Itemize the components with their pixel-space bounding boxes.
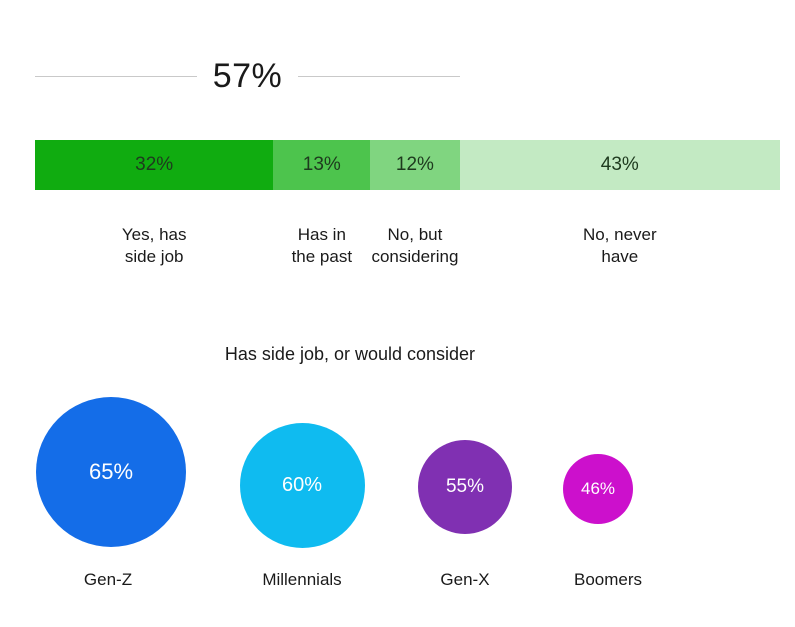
bar-segment-has-in-the-past: 13%: [273, 140, 371, 190]
title-rule-right: [298, 75, 460, 77]
bar-label-line: Has in: [297, 225, 346, 244]
bar-segment-no-but-considering: 12%: [370, 140, 460, 190]
stacked-bar: 32% 13% 12% 43%: [35, 140, 780, 190]
bar-segment-yes-has-side-job: 32%: [35, 140, 274, 190]
bar-label-line: the past: [291, 247, 353, 266]
bubble-gen-z: 65%: [36, 397, 186, 547]
bar-label-no-never-have: No, never have: [460, 224, 780, 268]
bubble-label-millennials: Millennials: [262, 570, 342, 589]
bar-label-yes-has-side-job: Yes, has side job: [35, 224, 273, 268]
bar-category-labels: Yes, has side job Has in the past No, bu…: [35, 224, 780, 268]
bar-label-line: considering: [371, 247, 459, 266]
bubble-gen-x: 55%: [418, 440, 512, 534]
bubble-label-gen-z: Gen-Z: [83, 570, 133, 589]
chart-title-row: 57%: [35, 52, 460, 100]
bar-label-line: Yes, has: [121, 225, 187, 244]
bubble-section-title: Has side job, or would consider: [224, 344, 476, 364]
bar-label-no-but-considering: No, but considering: [370, 224, 459, 268]
bar-label-line: side job: [124, 247, 184, 266]
bar-label-line: have: [601, 247, 639, 266]
bar-segment-no-never-have: 43%: [459, 140, 780, 190]
bubble-label-gen-x: Gen-X: [440, 570, 490, 589]
bar-label-has-in-the-past: Has in the past: [273, 224, 370, 268]
total-percent-title: 57%: [212, 56, 283, 95]
bubble-boomers: 46%: [563, 454, 633, 524]
bubble-label-boomers: Boomers: [573, 570, 643, 589]
title-rule-left: [35, 75, 197, 77]
bar-label-line: No, but: [387, 225, 443, 244]
bar-label-line: No, never: [582, 225, 657, 244]
bubble-millennials: 60%: [239, 422, 365, 548]
